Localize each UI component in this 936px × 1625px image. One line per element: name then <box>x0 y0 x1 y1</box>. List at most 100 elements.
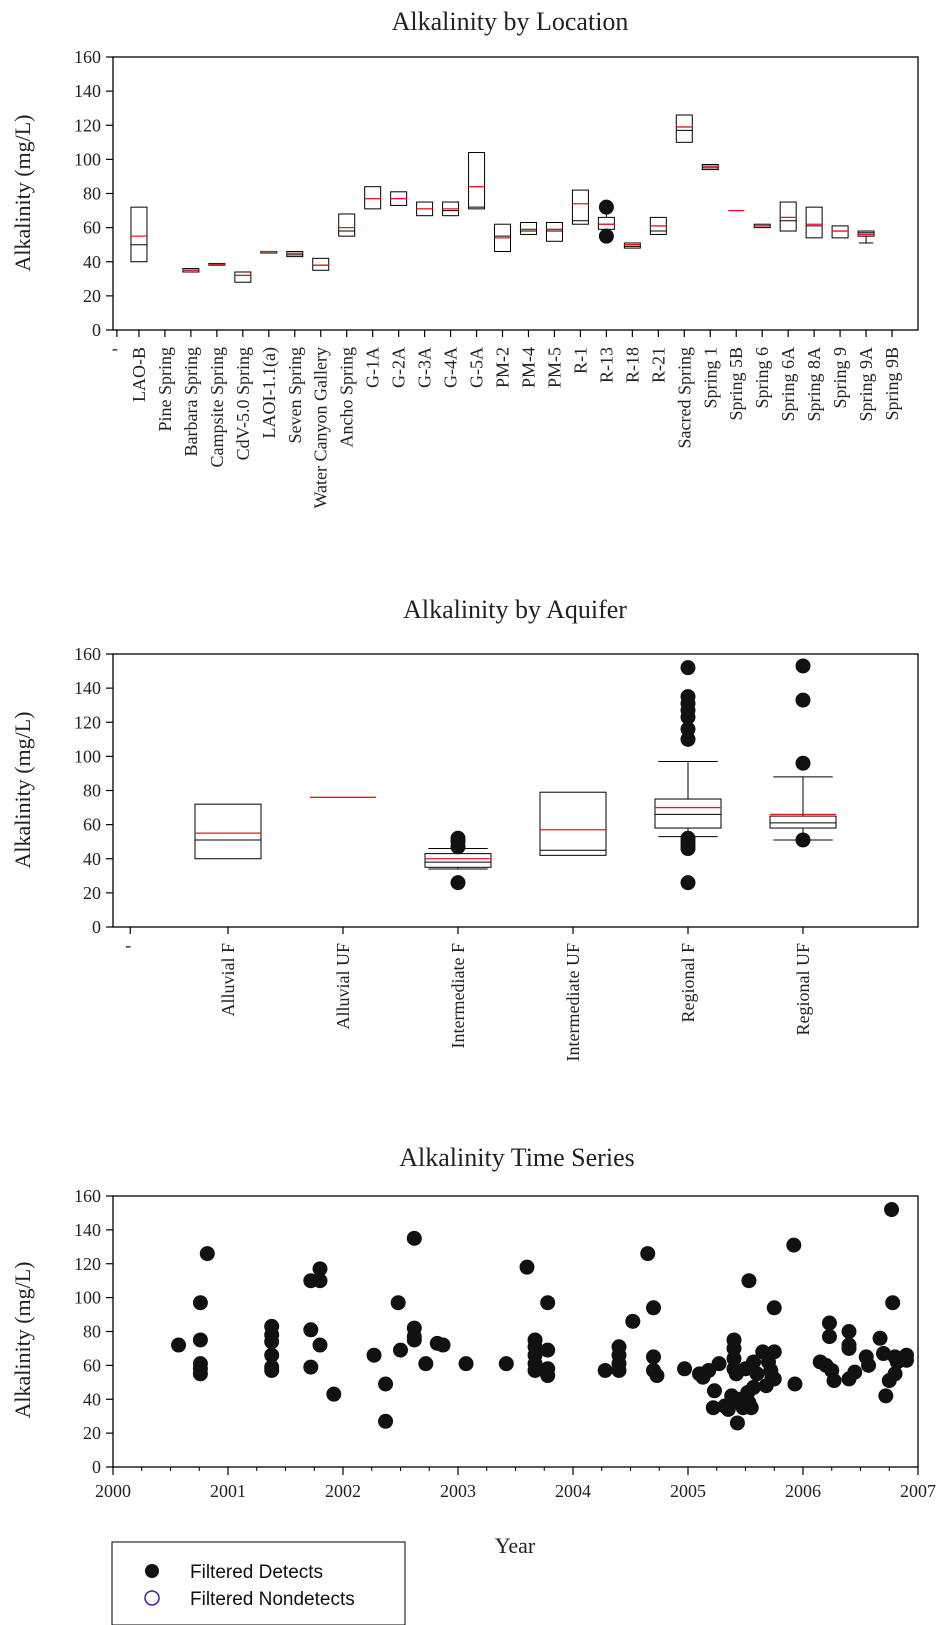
data-point-filtered-detect <box>312 1337 328 1353</box>
box-body <box>769 815 837 829</box>
box-body <box>623 242 641 249</box>
data-point-filtered-detect <box>366 1347 382 1363</box>
outlier-point <box>680 689 696 705</box>
data-point-filtered-detect <box>899 1352 914 1368</box>
category-label: Campsite Spring <box>207 347 227 468</box>
data-point-filtered-detect <box>540 1368 556 1384</box>
box-body <box>545 222 563 242</box>
y-tick-label: 140 <box>74 678 101 698</box>
box-body <box>468 152 486 210</box>
box-body <box>805 206 823 239</box>
y-tick-label: 80 <box>83 184 101 204</box>
data-point-filtered-detect <box>885 1295 901 1311</box>
category-label: PM-4 <box>518 347 538 388</box>
outlier-point <box>450 875 466 891</box>
x-tick-label: 2000 <box>95 1481 131 1501</box>
data-point-filtered-detect <box>326 1386 342 1402</box>
data-point-filtered-detect <box>312 1273 328 1289</box>
y-tick-label: 100 <box>74 1288 101 1308</box>
data-point-filtered-detect <box>746 1354 762 1370</box>
axes: 0 20 40 60 80 100 120 140 160 - Alluvial F Alluvial… <box>74 644 813 1061</box>
plot-frame <box>112 653 919 928</box>
category-label: Regional UF <box>793 943 813 1036</box>
scatter-marks <box>171 1202 914 1431</box>
chart-alkalinity-by-location: Alkalinity by Location Alkalinity (mg/L)… <box>10 7 919 509</box>
data-point-filtered-detect <box>264 1362 280 1378</box>
y-tick-label: 0 <box>92 917 101 937</box>
category-label: Seven Spring <box>285 347 305 444</box>
data-point-filtered-detect <box>884 1202 900 1218</box>
outlier-point <box>795 832 811 848</box>
data-point-filtered-detect <box>821 1315 837 1331</box>
outlier-point <box>795 755 811 771</box>
data-point-filtered-detect <box>861 1357 877 1373</box>
category-label: R-1 <box>570 347 590 374</box>
y-tick-label: 160 <box>74 644 101 664</box>
data-point-filtered-detect <box>303 1359 319 1375</box>
category-label: Spring 6 <box>752 347 772 409</box>
axes: 0 20 40 60 80 100 120 140 160 - LAO-B Pine Spring Ba… <box>74 47 902 509</box>
category-label: Spring 6A <box>778 347 798 422</box>
box-body <box>675 114 693 143</box>
y-tick-label: 40 <box>83 1389 101 1409</box>
y-tick-label: 60 <box>83 1355 101 1375</box>
category-label: R-21 <box>648 347 668 383</box>
data-point-filtered-detect <box>192 1366 208 1382</box>
box-body <box>779 201 797 232</box>
y-tick-label: 160 <box>74 47 101 67</box>
category-label: Regional F <box>678 943 698 1023</box>
x-tick-label: - <box>112 338 118 358</box>
category-label: Spring 5B <box>726 347 746 421</box>
y-axis-label: Alkalinity (mg/L) <box>10 1261 35 1418</box>
data-point-filtered-detect <box>540 1342 556 1358</box>
y-tick-label: 0 <box>92 320 101 340</box>
y-tick-label: 20 <box>83 286 101 306</box>
data-point-filtered-detect <box>749 1366 765 1382</box>
category-label: Intermediate UF <box>563 943 583 1061</box>
box-body <box>424 853 492 868</box>
data-point-filtered-detect <box>826 1373 842 1389</box>
data-point-filtered-detect <box>640 1246 656 1262</box>
data-point-filtered-detect <box>841 1340 857 1356</box>
x-tick-label: - <box>125 935 131 955</box>
category-label: Water Canyon Gallery <box>311 347 331 509</box>
data-point-filtered-detect <box>646 1300 661 1316</box>
y-tick-label: 100 <box>74 149 101 169</box>
data-point-filtered-detect <box>876 1346 891 1362</box>
box-body <box>597 216 615 230</box>
data-point-filtered-detect <box>841 1324 857 1339</box>
data-point-filtered-detect <box>192 1332 208 1348</box>
y-tick-label: 0 <box>92 1457 101 1477</box>
data-point-filtered-detect <box>766 1371 782 1387</box>
data-point-filtered-detect <box>746 1379 762 1395</box>
y-tick-label: 20 <box>83 883 101 903</box>
data-point-filtered-detect <box>498 1356 514 1372</box>
data-point-filtered-detect <box>393 1342 408 1358</box>
legend-box <box>111 1541 406 1625</box>
y-axis-label: Alkalinity (mg/L) <box>10 114 35 271</box>
data-point-filtered-detect <box>766 1344 782 1360</box>
data-point-filtered-detect <box>729 1415 745 1431</box>
data-point-filtered-detect <box>597 1362 613 1378</box>
x-tick-label: 2004 <box>555 1481 591 1501</box>
box-body <box>130 206 148 263</box>
plot-frame <box>112 56 919 331</box>
chart-title: Alkalinity by Location <box>392 7 629 36</box>
outlier-point <box>598 228 614 244</box>
legend: Filtered Detects Filtered Nondetects <box>111 1541 406 1625</box>
y-tick-label: 160 <box>74 1186 101 1206</box>
category-label: G-5A <box>467 347 487 388</box>
data-point-filtered-detect <box>611 1362 627 1378</box>
data-point-filtered-detect <box>406 1332 422 1348</box>
data-point-filtered-detect <box>435 1337 451 1353</box>
y-axis-label: Alkalinity (mg/L) <box>10 711 35 868</box>
data-point-filtered-detect <box>743 1400 759 1416</box>
category-label: Ancho Spring <box>337 347 357 448</box>
data-point-filtered-detect <box>741 1273 757 1289</box>
category-label: G-4A <box>441 347 461 388</box>
category-label: Spring 9B <box>882 347 902 421</box>
box-body <box>338 213 356 237</box>
data-point-filtered-detect <box>378 1413 394 1429</box>
box-body <box>571 189 589 225</box>
